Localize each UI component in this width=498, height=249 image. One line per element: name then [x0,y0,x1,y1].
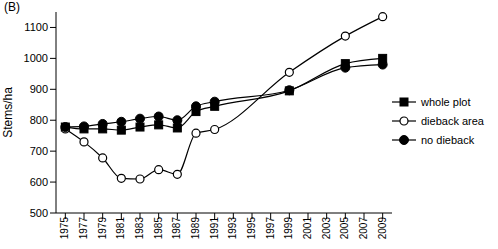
html-text:(B): (B) [4,0,20,14]
svg-text:2003: 2003 [321,217,332,240]
svg-text:1979: 1979 [97,217,108,240]
svg-text:2007: 2007 [358,217,369,240]
svg-text:1995: 1995 [246,217,257,240]
svg-text:2009: 2009 [377,217,388,240]
svg-text:1100: 1100 [24,21,48,33]
svg-text:600: 600 [30,176,48,188]
svg-text:Stems/ha: Stems/ha [8,87,15,138]
svg-text:2001: 2001 [302,217,313,240]
html-text:dieback area: dieback area [421,115,484,127]
svg-text:1993: 1993 [227,217,238,240]
html-text:whole plot: whole plot [421,96,471,108]
svg-text:1997: 1997 [265,217,276,240]
svg-text:1987: 1987 [171,217,182,240]
svg-text:1983: 1983 [134,217,145,240]
svg-text:1977: 1977 [78,217,89,240]
svg-text:1991: 1991 [209,217,220,240]
svg-text:900: 900 [30,83,48,95]
html-text:no dieback: no dieback [421,134,475,146]
svg-text:2005: 2005 [339,217,350,240]
svg-text:1985: 1985 [153,217,164,240]
svg-text:1975: 1975 [59,217,70,240]
svg-text:1999: 1999 [283,217,294,240]
svg-text:1981: 1981 [115,217,126,240]
svg-text:1989: 1989 [190,217,201,240]
svg-text:800: 800 [30,114,48,126]
svg-text:1000: 1000 [24,52,48,64]
svg-text:500: 500 [30,207,48,219]
svg-text:700: 700 [30,145,48,157]
